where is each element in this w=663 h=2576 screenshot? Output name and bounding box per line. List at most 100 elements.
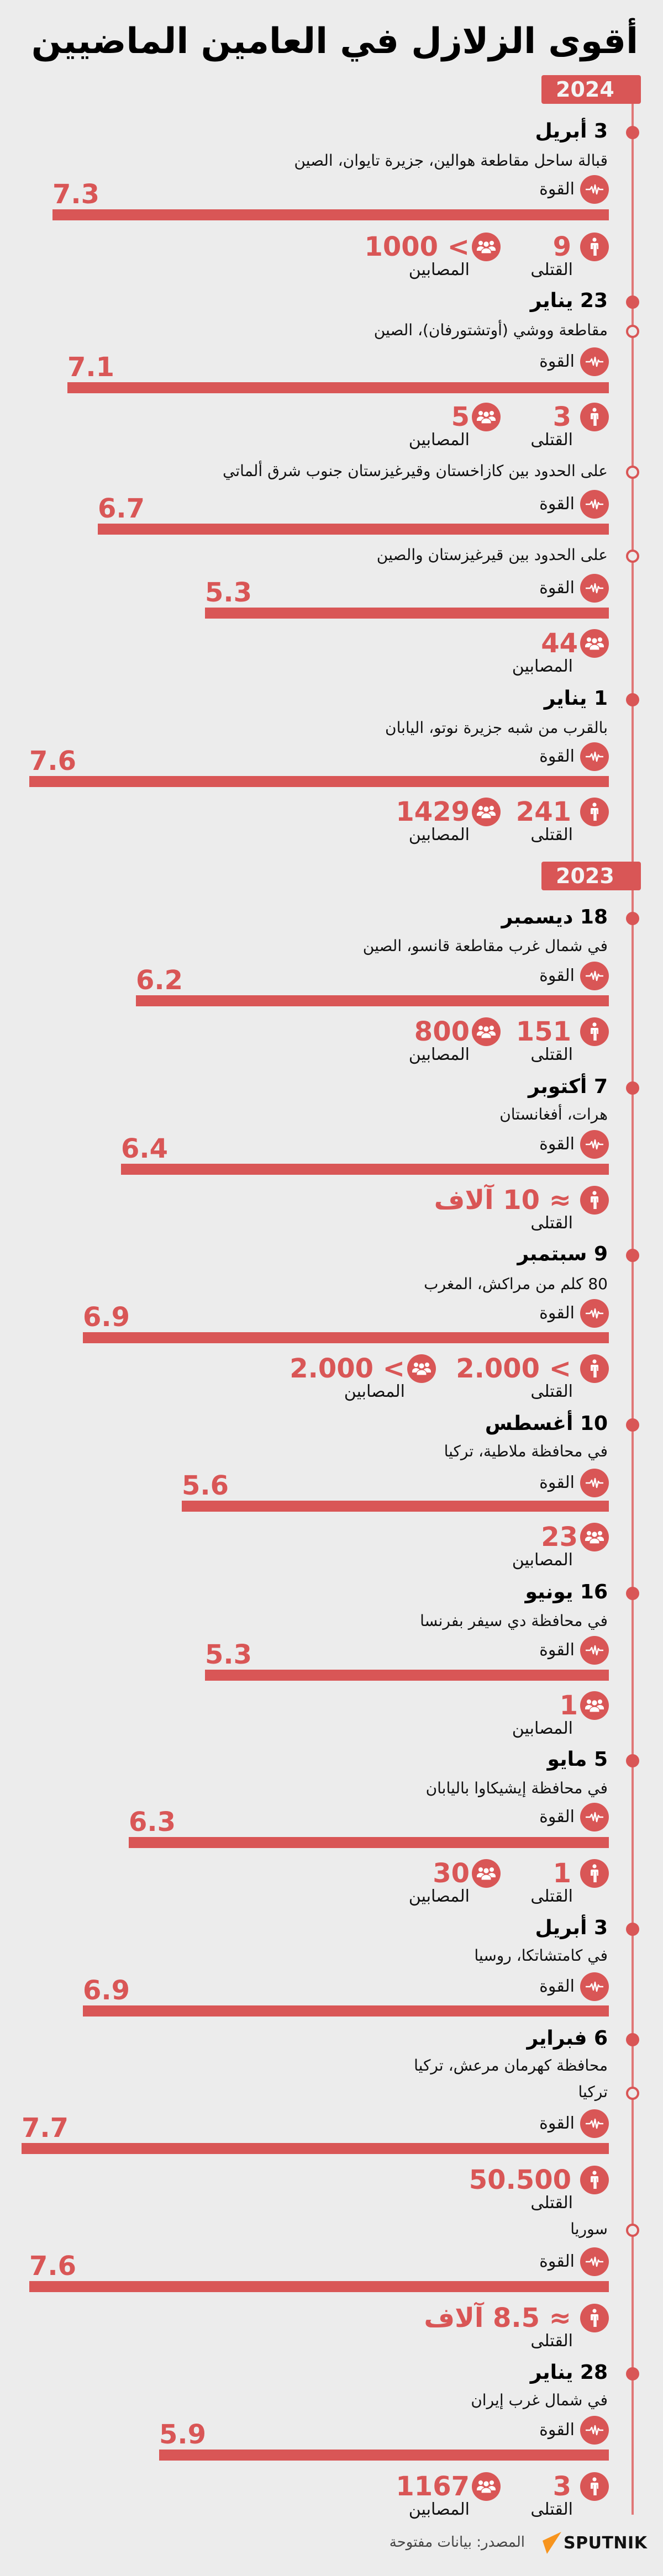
event-location: هرات، أفغانستان — [499, 1105, 608, 1123]
event-date: 7 أكتوبر — [528, 1075, 608, 1098]
event-location: بالقرب من شبه جزيرة نوتو، اليابان — [385, 719, 608, 737]
event-location: في محافظة ملاطية، تركيا — [444, 1442, 608, 1460]
killed-value: ≈ 8.5 آلاف — [424, 2303, 571, 2334]
group-icon — [580, 629, 609, 658]
magnitude-label: القوة — [539, 2420, 575, 2440]
magnitude-bar — [22, 2143, 609, 2154]
magnitude-bar — [129, 1837, 609, 1848]
magnitude-label: القوة — [539, 494, 575, 514]
magnitude-value: 6.9 — [83, 1302, 130, 1333]
magnitude-value: 5.6 — [182, 1470, 229, 1501]
magnitude-label: القوة — [539, 1303, 575, 1323]
event-date: 6 فبراير — [527, 2027, 608, 2050]
event-date: 10 أغسطس — [485, 1412, 608, 1435]
magnitude-bar — [98, 524, 609, 535]
seismic-wave-icon — [580, 490, 609, 519]
killed-label: القتلى — [530, 260, 573, 279]
injured-label: المصابين — [408, 825, 470, 844]
person-icon — [580, 233, 609, 261]
killed-label: القتلى — [530, 1213, 573, 1233]
magnitude-bar — [136, 995, 609, 1006]
person-icon — [580, 2166, 609, 2194]
person-icon — [580, 403, 609, 431]
logo-text: SPUTNIK — [564, 2533, 648, 2553]
killed-value: 3 — [552, 402, 571, 432]
killed-label: القتلى — [530, 2193, 573, 2213]
sputnik-logo: SPUTNIK — [543, 2532, 647, 2554]
timeline-dot — [626, 1418, 639, 1432]
timeline-line — [632, 104, 634, 2515]
sputnik-logo-icon — [543, 2532, 561, 2554]
killed-value: 1 — [552, 1858, 571, 1889]
magnitude-label: القوة — [539, 747, 575, 766]
killed-value: 241 — [515, 796, 571, 827]
killed-value: 9 — [552, 231, 571, 262]
magnitude-value: 5.3 — [205, 577, 252, 608]
magnitude-label: القوة — [539, 2252, 575, 2271]
seismic-wave-icon — [580, 175, 609, 204]
event-date: 3 أبريل — [535, 1917, 608, 1939]
magnitude-label: القوة — [539, 180, 575, 199]
timeline-dot — [626, 1249, 639, 1262]
magnitude-label: القوة — [539, 966, 575, 985]
event-location: في محافظة إيشيكاوا باليابان — [425, 1779, 608, 1797]
timeline-dot — [626, 912, 639, 925]
injured-label: المصابين — [512, 657, 573, 676]
timeline-dot — [626, 295, 639, 309]
event-date: 9 سبتمبر — [517, 1243, 608, 1265]
seismic-wave-icon — [580, 574, 609, 603]
person-icon — [580, 2472, 609, 2501]
timeline-subdot — [626, 466, 639, 479]
timeline-subdot — [626, 2087, 639, 2100]
seismic-wave-icon — [580, 962, 609, 990]
group-icon — [472, 233, 501, 261]
magnitude-bar — [182, 1501, 609, 1512]
person-icon — [580, 798, 609, 826]
timeline-dot — [626, 1587, 639, 1600]
magnitude-label: القوة — [539, 1807, 575, 1827]
event-location: على الحدود بين قيرغيزستان والصين — [376, 546, 608, 564]
magnitude-value: 5.9 — [159, 2419, 207, 2450]
killed-label: القتلى — [530, 1887, 573, 1906]
source-text: المصدر: بيانات مفتوحة — [389, 2534, 525, 2551]
magnitude-label: القوة — [539, 578, 575, 598]
magnitude-label: القوة — [539, 1977, 575, 1996]
injured-value: 1167 — [396, 2471, 470, 2502]
killed-value: 3 — [552, 2471, 571, 2502]
magnitude-value: 7.6 — [29, 2251, 77, 2282]
injured-value: 1000 < — [364, 231, 470, 262]
killed-label: القتلى — [530, 2331, 573, 2351]
killed-label: القتلى — [530, 430, 573, 450]
injured-value: 30 — [433, 1858, 470, 1889]
injured-label: المصابين — [344, 1382, 405, 1401]
magnitude-bar — [121, 1164, 609, 1175]
timeline-dot — [626, 2033, 639, 2046]
seismic-wave-icon — [580, 1636, 609, 1665]
group-icon — [472, 1859, 501, 1888]
injured-value: 2.000 < — [290, 1353, 405, 1384]
group-icon — [580, 1523, 609, 1551]
injured-label: المصابين — [408, 430, 470, 450]
injured-label: المصابين — [408, 1045, 470, 1064]
magnitude-bar — [159, 2450, 609, 2461]
magnitude-label: القوة — [539, 352, 575, 371]
timeline-dot — [626, 1754, 639, 1767]
magnitude-label: القوة — [539, 1640, 575, 1660]
timeline-dot — [626, 2367, 639, 2380]
magnitude-bar — [205, 1670, 609, 1681]
page-title: أقوى الزلازل في العامين الماضيين — [31, 21, 638, 62]
year-badge-2024: 2024 — [541, 75, 641, 104]
timeline-dot — [626, 126, 639, 139]
magnitude-bar — [205, 608, 609, 619]
magnitude-value: 6.9 — [83, 1975, 130, 2006]
seismic-wave-icon — [580, 1972, 609, 2001]
event-date: 28 يناير — [530, 2361, 608, 2384]
person-icon — [580, 1017, 609, 1046]
killed-label: القتلى — [530, 825, 573, 844]
injured-value: 800 — [414, 1016, 470, 1047]
killed-value: 50.500 — [469, 2165, 571, 2195]
injured-label: المصابين — [408, 2500, 470, 2519]
group-icon — [472, 1017, 501, 1046]
event-location: سوريا — [570, 2220, 608, 2238]
group-icon — [407, 1354, 436, 1383]
